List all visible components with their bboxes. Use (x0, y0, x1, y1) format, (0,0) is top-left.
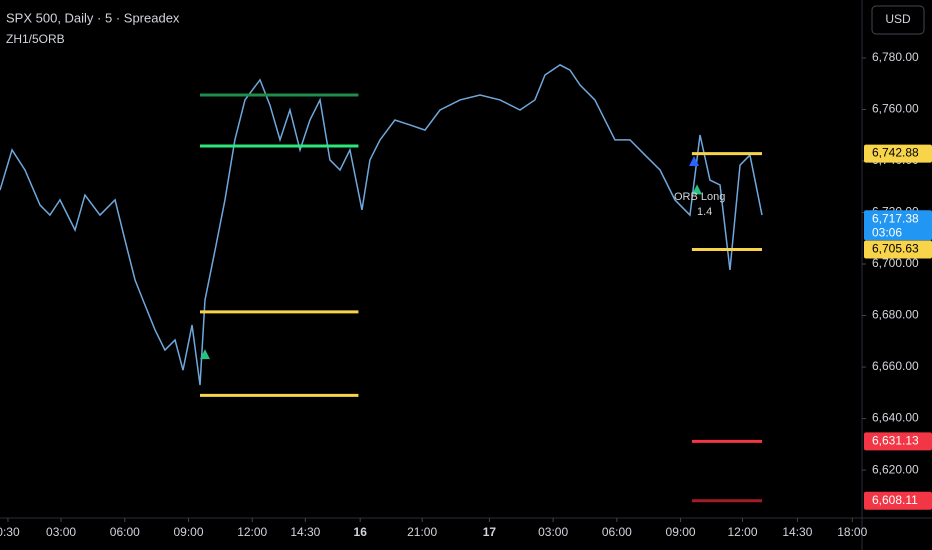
x-tick-label: 12:00 (728, 525, 758, 539)
price-label: 6,705.63 (872, 242, 919, 256)
signal-triangle (199, 349, 210, 360)
x-tick-label: 18:00 (837, 525, 867, 539)
price-label-bg (864, 210, 932, 241)
price-label: 6,717.38 (872, 211, 919, 225)
price-label: 6,631.13 (872, 434, 919, 448)
x-tick-label: 06:00 (110, 525, 140, 539)
plot-area (0, 64, 763, 503)
x-tick-label: 16 (354, 525, 368, 539)
y-tick-label: 6,620.00 (872, 462, 919, 476)
x-tick-label: 03:00 (46, 525, 76, 539)
price-label-bg (864, 144, 932, 163)
countdown: 03:06 (872, 225, 902, 239)
price-label-bg (864, 432, 932, 451)
price-line (0, 64, 763, 386)
price-label: 6,742.88 (872, 146, 919, 160)
x-tick-label: 0:30 (0, 525, 20, 539)
annotation: ORB Long (674, 191, 725, 203)
y-tick-label: 6,760.00 (872, 102, 919, 116)
annotation: 1.4 (697, 206, 712, 218)
price-label-bg (864, 491, 932, 510)
y-tick-label: 6,660.00 (872, 359, 919, 373)
indicator-name: ZH1/5ORB (6, 32, 65, 46)
x-tick-label: 09:00 (666, 525, 696, 539)
x-tick-label: 14:30 (290, 525, 320, 539)
x-tick-label: 09:00 (173, 525, 203, 539)
x-tick-label: 03:00 (538, 525, 568, 539)
price-label: 6,608.11 (872, 493, 918, 507)
x-tick-label: 17 (483, 525, 497, 539)
y-tick-label: 6,680.00 (872, 308, 919, 322)
price-label-bg (864, 240, 932, 259)
x-tick-label: 12:00 (237, 525, 267, 539)
signal-triangle (689, 155, 700, 166)
x-tick-label: 14:30 (782, 525, 812, 539)
x-tick-label: 21:00 (407, 525, 437, 539)
y-tick-label: 6,780.00 (872, 50, 919, 64)
y-tick-label: 6,640.00 (872, 411, 919, 425)
currency-label[interactable]: USD (885, 12, 911, 26)
currency-button[interactable] (871, 5, 925, 35)
signal-triangle (692, 184, 703, 195)
chart-title: SPX 500, Daily · 5 · Spreadex (6, 10, 180, 25)
y-tick-label: 6,700.00 (872, 256, 919, 270)
x-tick-label: 06:00 (602, 525, 632, 539)
